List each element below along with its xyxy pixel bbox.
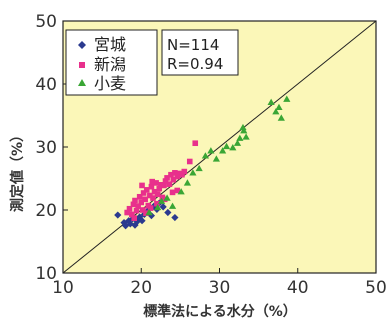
- wheat-point: [275, 103, 283, 111]
- legend-label-niigata: 新潟: [94, 55, 126, 74]
- y-tick-label: 30: [35, 138, 57, 158]
- wheat-point: [157, 197, 166, 204]
- wheat-point: [236, 134, 244, 141]
- niigata-point: [126, 205, 133, 212]
- wheat-point: [177, 188, 185, 195]
- niigata-point: [135, 203, 141, 210]
- niigata-point: [129, 211, 135, 218]
- x-tick-label: 10: [52, 278, 74, 298]
- wheat-point: [154, 203, 162, 211]
- legend-label-miyagi: 宮城: [94, 35, 126, 54]
- niigata-point: [138, 199, 145, 206]
- miyagi-point: [159, 203, 167, 211]
- miyagi-point: [171, 213, 179, 222]
- x-axis-title: 標準法による水分（%）: [143, 303, 297, 320]
- wheat-point: [222, 142, 231, 150]
- niigata-point: [124, 209, 130, 216]
- y-tick-label: 20: [35, 201, 57, 221]
- niigata-point: [139, 182, 145, 189]
- niigata-point: [147, 205, 154, 211]
- niigata-point: [147, 192, 153, 199]
- miyagi-point: [114, 211, 122, 219]
- niigata-point: [169, 189, 176, 196]
- x-tick-label: 50: [365, 278, 387, 298]
- niigata-point: [179, 171, 185, 178]
- niigata-point: [140, 207, 146, 213]
- niigata-point: [168, 171, 174, 178]
- wheat-point: [189, 169, 197, 176]
- niigata-point: [170, 176, 177, 183]
- niigata-point: [148, 183, 155, 190]
- niigata-point: [158, 182, 164, 188]
- niigata-point: [154, 191, 161, 198]
- wheat-point: [272, 108, 280, 115]
- niigata-point: [151, 188, 158, 195]
- niigata-point: [131, 215, 138, 221]
- y-axis-title: 測定値（%）: [9, 128, 26, 212]
- plot-frame: [62, 20, 377, 274]
- wheat-point: [163, 194, 171, 201]
- x-tick-label: 30: [209, 278, 231, 298]
- niigata-point: [186, 158, 193, 165]
- legend: 宮城 新潟 小麦: [65, 29, 158, 96]
- niigata-point: [154, 200, 160, 207]
- miyagi-point: [164, 208, 172, 217]
- wheat-point: [195, 164, 203, 172]
- legend-marker-square: [79, 62, 85, 68]
- legend-label-wheat: 小麦: [94, 74, 126, 93]
- niigata-point: [174, 173, 181, 180]
- niigata-point: [162, 178, 169, 184]
- wheat-point: [145, 208, 153, 216]
- niigata-point: [142, 196, 148, 203]
- wheat-point: [267, 98, 275, 105]
- wheat-point: [229, 144, 237, 151]
- wheat-point: [212, 155, 220, 162]
- y-tick-label: 50: [35, 12, 57, 32]
- x-tick-label: 20: [130, 278, 152, 298]
- niigata-point: [132, 197, 138, 204]
- niigata-point: [166, 181, 173, 187]
- stats-box: N=114 R=0.94: [161, 29, 239, 76]
- niigata-point: [174, 187, 181, 194]
- niigata-point: [161, 182, 167, 189]
- identity-line: [62, 20, 377, 274]
- wheat-point: [239, 123, 247, 131]
- wheat-point: [219, 147, 227, 154]
- niigata-point: [172, 170, 178, 176]
- niigata-point: [136, 193, 143, 200]
- y-tick-label: 10: [35, 264, 57, 284]
- wheat-point: [242, 133, 250, 140]
- niigata-point: [156, 185, 163, 192]
- niigata-point: [150, 195, 156, 201]
- stat-r: R=0.94: [167, 55, 223, 73]
- niigata-point: [149, 178, 156, 185]
- niigata-point: [153, 180, 159, 186]
- niigata-point: [164, 175, 170, 181]
- legend-marker-diamond: [78, 41, 86, 49]
- niigata-point: [140, 190, 147, 196]
- niigata-point: [192, 140, 199, 147]
- niigata-point: [143, 210, 149, 216]
- wheat-point: [183, 179, 192, 186]
- niigata-point: [181, 168, 188, 175]
- wheat-point: [168, 202, 177, 209]
- niigata-point: [133, 207, 140, 214]
- niigata-point: [130, 201, 137, 208]
- wheat-point: [201, 152, 210, 159]
- x-tick-label: 40: [287, 278, 309, 298]
- wheat-point: [283, 95, 291, 102]
- wheat-point: [233, 139, 242, 146]
- stats-box-frame: [161, 29, 239, 76]
- niigata-point: [143, 187, 150, 193]
- wheat-point: [277, 114, 285, 121]
- wheat-point: [207, 147, 215, 154]
- stat-n: N=114: [167, 36, 219, 54]
- miyagi-point: [138, 217, 146, 225]
- y-tick-label: 40: [35, 75, 57, 95]
- legend-marker-triangle: [78, 79, 86, 86]
